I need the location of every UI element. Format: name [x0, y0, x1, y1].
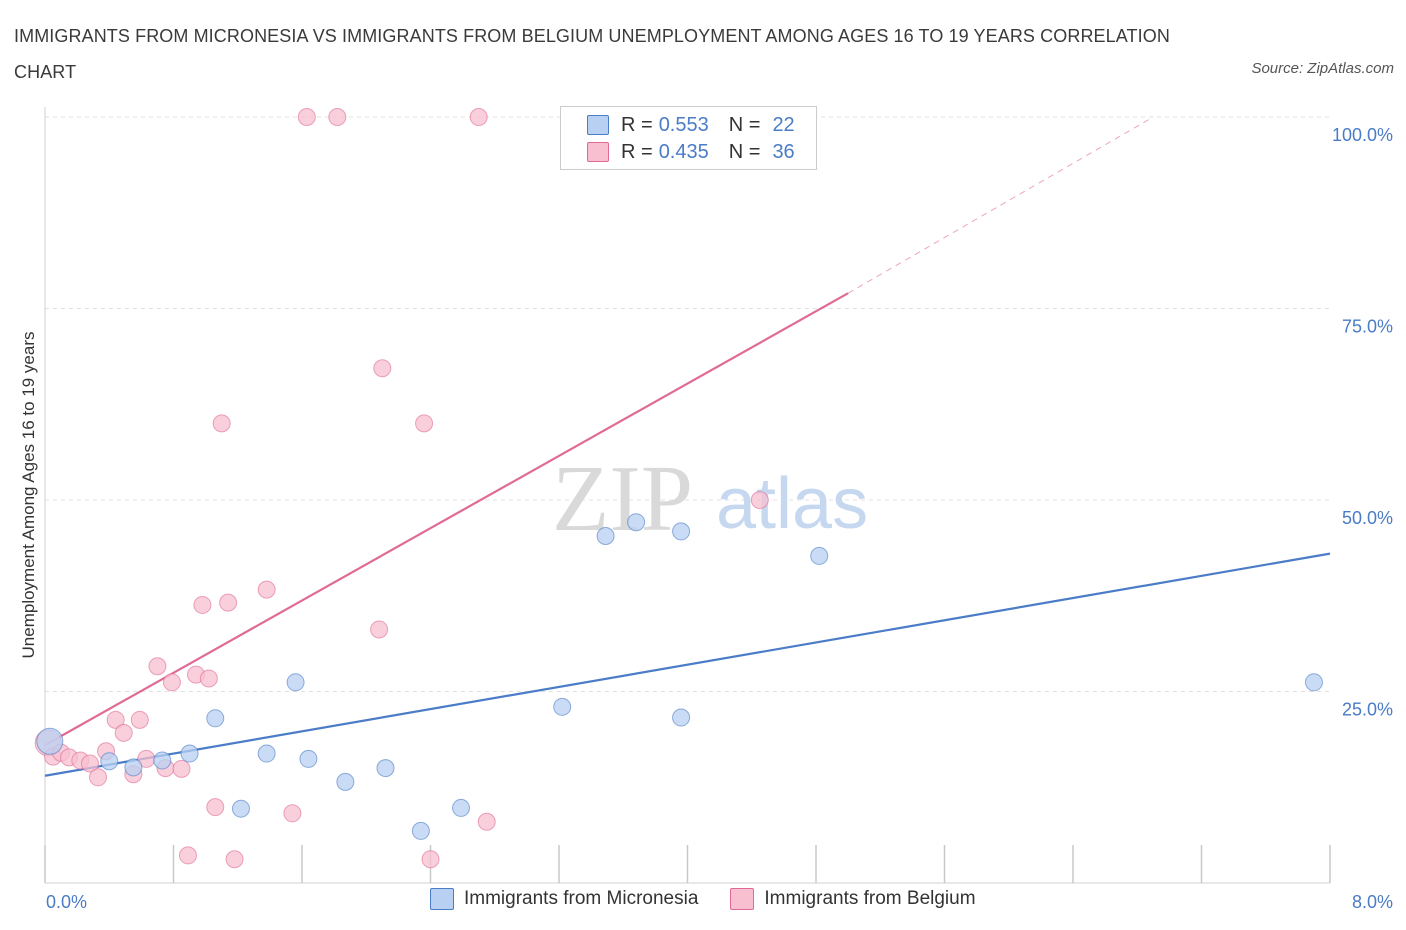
r-value: 0.435: [658, 140, 709, 163]
point-belgium: [415, 414, 434, 433]
series-legend: Immigrants from Micronesia Immigrants fr…: [430, 888, 1008, 910]
watermark-atlas: atlas: [716, 464, 868, 544]
point-belgium: [89, 768, 108, 787]
source-label: Source: ZipAtlas.com: [1251, 60, 1394, 77]
micronesia-swatch: [430, 888, 454, 910]
belgium-swatch: [587, 142, 609, 162]
micronesia-swatch: [587, 115, 609, 135]
point-micronesia: [257, 744, 276, 763]
belgium-swatch: [730, 888, 755, 910]
point-micronesia: [810, 546, 829, 565]
point-micronesia: [299, 749, 318, 768]
x-tick-labels: 0.0% 8.0%: [46, 892, 1393, 912]
point-belgium: [80, 754, 99, 773]
r-value: 0.553: [658, 113, 709, 136]
point-micronesia: [36, 727, 64, 755]
point-belgium: [178, 846, 197, 865]
point-micronesia: [153, 751, 172, 770]
point-belgium: [469, 108, 488, 126]
n-value: 36: [772, 140, 795, 163]
n-value: 22: [772, 113, 795, 136]
legend-row-micronesia: R = 0.553 N = 22: [587, 113, 795, 137]
point-belgium: [114, 723, 133, 742]
point-micronesia: [180, 744, 199, 763]
point-belgium: [148, 657, 167, 676]
n-label: N =: [728, 113, 761, 136]
data-points: [34, 108, 1323, 869]
x-tick-label: 0.0%: [46, 892, 87, 912]
point-belgium: [219, 593, 238, 612]
point-belgium: [283, 804, 302, 823]
point-micronesia: [411, 821, 430, 840]
r-label: R =: [621, 140, 653, 163]
point-belgium: [130, 710, 149, 729]
point-belgium: [297, 108, 316, 126]
legend-label-belgium: Immigrants from Belgium: [764, 888, 976, 909]
y-tick-label: 100.0%: [1332, 125, 1393, 145]
legend-item-micronesia[interactable]: Immigrants from Micronesia: [430, 888, 698, 910]
point-belgium: [199, 669, 218, 688]
trend-line-micronesia: [44, 552, 1331, 777]
point-micronesia: [553, 697, 572, 716]
point-micronesia: [376, 759, 395, 778]
y-tick-label: 25.0%: [1342, 700, 1393, 720]
point-micronesia: [100, 752, 119, 771]
point-belgium: [373, 359, 392, 378]
point-micronesia: [336, 772, 355, 791]
r-label: R =: [621, 113, 653, 136]
point-micronesia: [1304, 673, 1323, 692]
legend-item-belgium[interactable]: Immigrants from Belgium: [730, 888, 976, 910]
trend-lines: [44, 116, 1331, 777]
point-belgium: [750, 491, 769, 509]
axes: [44, 107, 1331, 884]
grid-lines: [45, 116, 1330, 692]
point-belgium: [225, 850, 244, 869]
chart-title: IMMIGRANTS FROM MICRONESIA VS IMMIGRANTS…: [14, 26, 1170, 82]
legend-row-belgium: R = 0.435 N = 36: [587, 140, 795, 164]
point-belgium: [193, 595, 212, 614]
point-micronesia: [596, 527, 615, 546]
point-belgium: [162, 673, 181, 692]
point-belgium: [257, 580, 276, 599]
point-belgium: [477, 812, 496, 831]
y-tick-label: 75.0%: [1342, 317, 1393, 337]
point-micronesia: [672, 708, 691, 727]
point-micronesia: [206, 709, 225, 728]
point-belgium: [421, 850, 440, 869]
point-belgium: [106, 710, 125, 729]
trend-line-belgium-extension: [847, 116, 1154, 294]
point-belgium: [328, 108, 347, 126]
point-micronesia: [124, 758, 143, 777]
point-micronesia: [672, 522, 691, 541]
point-micronesia: [286, 673, 305, 692]
legend-label-micronesia: Immigrants from Micronesia: [464, 888, 699, 909]
point-micronesia: [231, 799, 250, 818]
y-tick-label: 50.0%: [1342, 508, 1393, 528]
n-label: N =: [728, 140, 761, 163]
point-belgium: [206, 798, 225, 817]
point-micronesia: [627, 513, 646, 532]
watermark-zip: ZIP: [552, 447, 693, 551]
x-tick-label: 8.0%: [1352, 892, 1393, 912]
point-belgium: [370, 620, 389, 639]
y-tick-labels: 25.0% 50.0% 75.0% 100.0%: [1332, 125, 1393, 720]
point-belgium: [172, 759, 191, 778]
point-micronesia: [452, 798, 471, 817]
point-belgium: [212, 414, 231, 433]
trend-line-belgium: [44, 292, 849, 747]
y-axis-label: Unemployment Among Ages 16 to 19 years: [19, 332, 38, 659]
correlation-legend: R = 0.553 N = 22 R = 0.435 N = 36: [560, 106, 817, 170]
